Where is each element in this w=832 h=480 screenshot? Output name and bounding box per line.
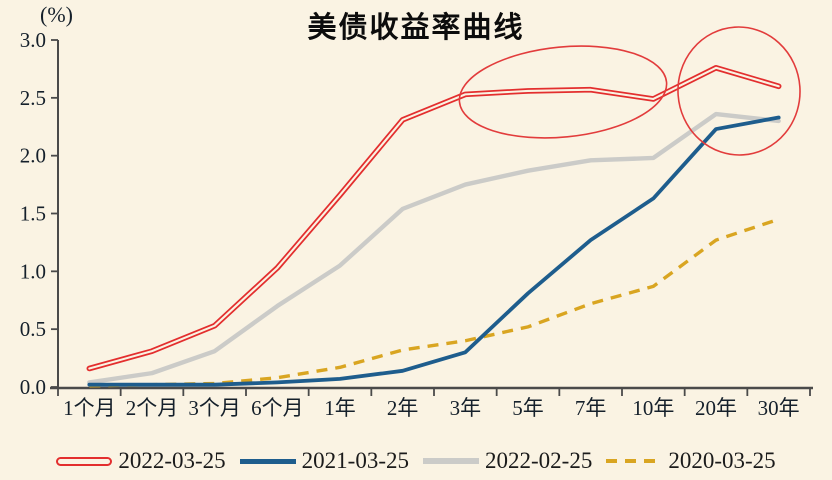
annotation-ellipse	[677, 26, 801, 156]
legend-label: 2022-02-25	[485, 448, 593, 473]
series-line-2021-03-25	[87, 115, 781, 387]
legend-item-2021-03-25: 2021-03-25	[239, 448, 409, 474]
y-tick-label: 2.5	[20, 86, 46, 110]
series-line-2022-03-25	[86, 64, 782, 372]
annotation-ellipse	[458, 45, 668, 139]
y-tick-label: 1.0	[20, 259, 46, 283]
x-tick-label: 10年	[632, 396, 674, 420]
legend-item-2022-03-25: 2022-03-25	[56, 448, 226, 474]
x-tick-label: 3个月	[188, 396, 241, 420]
series-line-inner-2022-03-25	[88, 66, 780, 370]
legend-item-2020-03-25: 2020-03-25	[606, 448, 776, 474]
x-tick-label: 1年	[324, 396, 356, 420]
x-tick-label: 5年	[512, 396, 544, 420]
y-tick-label: 0.0	[20, 375, 46, 399]
legend-label: 2021-03-25	[301, 448, 409, 473]
x-tick-label: 20年	[695, 396, 737, 420]
x-tick-label: 7年	[575, 396, 607, 420]
legend-swatch-double	[56, 456, 113, 466]
legend-swatch-solid	[239, 458, 296, 464]
legend-label: 2022-03-25	[118, 448, 226, 473]
chart-title: 美债收益率曲线	[307, 12, 525, 44]
y-tick-label: 1.5	[20, 202, 46, 226]
x-tick-label: 6个月	[251, 396, 304, 420]
chart-legend: 2022-03-25 2021-03-25 2022-02-25 2020-03-25	[0, 448, 832, 474]
x-tick-label: 2个月	[126, 396, 179, 420]
legend-label: 2020-03-25	[668, 448, 776, 473]
x-tick-label: 1个月	[63, 396, 116, 420]
x-tick-label: 3年	[450, 396, 482, 420]
x-tick-label: 30年	[758, 396, 800, 420]
y-axis-unit-label: (%)	[40, 2, 73, 27]
y-tick-label: 3.0	[20, 28, 46, 52]
legend-swatch-solid	[423, 458, 479, 464]
legend-swatch-dashed	[606, 459, 663, 463]
y-tick-label: 2.0	[20, 144, 46, 168]
y-tick-label: 0.5	[20, 317, 46, 341]
x-tick-label: 2年	[387, 396, 419, 420]
series-line-2022-02-25	[87, 111, 781, 385]
legend-item-2022-02-25: 2022-02-25	[423, 448, 592, 474]
